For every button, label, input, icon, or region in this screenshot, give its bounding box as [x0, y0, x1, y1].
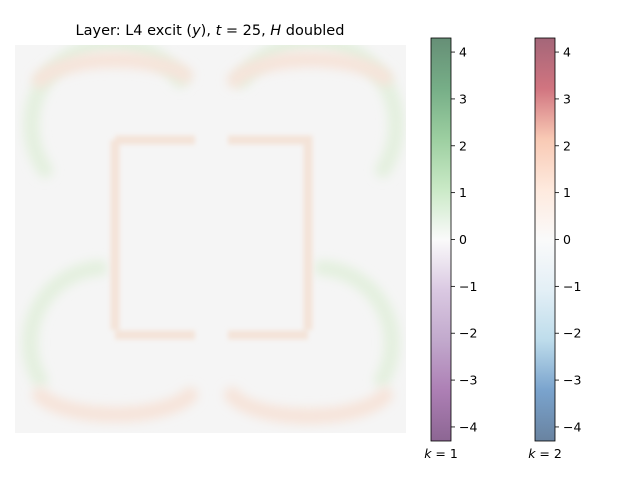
colorbar-k1-tick-label: 3	[459, 91, 467, 106]
colorbar-k1-label: k = 1	[424, 446, 458, 461]
arc-orange-bottom-right	[224, 387, 393, 425]
arc-green-top-right	[234, 45, 405, 178]
arc-green-bottom-left	[22, 260, 108, 388]
colorbar-k2-tick-label: −2	[563, 326, 581, 341]
chart-title: Layer: L4 excit (y), t = 25, H doubled	[76, 23, 345, 39]
colorbar-k2-tick-label: −4	[563, 419, 581, 434]
colorbar-k1-tick-label: −3	[459, 373, 477, 388]
heatmap-background	[15, 45, 406, 433]
colorbar-k2-label: k = 2	[528, 446, 562, 461]
colorbar-k2-tick-label: −1	[563, 279, 581, 294]
colorbar-k1-tick-label: −1	[459, 279, 477, 294]
colorbar-k2-tick-label: −3	[563, 373, 581, 388]
colorbar-k1-ticks: 4 3 2 1 0 −1 −2 −3 −4	[451, 45, 477, 434]
colorbar-k1-tick-label: −2	[459, 326, 477, 341]
heatmap-image	[15, 45, 406, 433]
colorbar-k1-tick-label: 0	[459, 232, 467, 247]
colorbar-k1-tick-label: −4	[459, 419, 477, 434]
colorbar-k2-tick-label: 3	[563, 91, 571, 106]
colorbar-k1-tick-label: 4	[459, 45, 467, 60]
colorbar-k2-tick-label: 0	[563, 232, 571, 247]
colorbar-k2-gradient	[535, 38, 555, 441]
colorbar-k1-tick-label: 2	[459, 138, 467, 153]
arc-green-top-left	[23, 45, 188, 178]
square-outline	[110, 135, 313, 340]
colorbar-k2-ticks: 4 3 2 1 0 −1 −2 −3 −4	[555, 45, 581, 434]
colorbar-k2-tick-label: 2	[563, 138, 571, 153]
arc-orange-top-right	[227, 51, 393, 88]
colorbar-k2-tick-label: 1	[563, 185, 571, 200]
colorbar-k1-gradient	[431, 38, 451, 441]
arc-orange-top-left	[32, 51, 193, 88]
colorbar-k1: 4 3 2 1 0 −1 −2 −3 −4 k = 1	[424, 37, 477, 461]
colorbar-k1-tick-label: 1	[459, 185, 467, 200]
colorbar-k2: 4 3 2 1 0 −1 −2 −3 −4 k = 2	[528, 37, 581, 461]
arc-orange-bottom-left	[32, 387, 198, 423]
colorbar-k2-tick-label: 4	[563, 45, 571, 60]
arc-green-bottom-right	[314, 260, 400, 388]
